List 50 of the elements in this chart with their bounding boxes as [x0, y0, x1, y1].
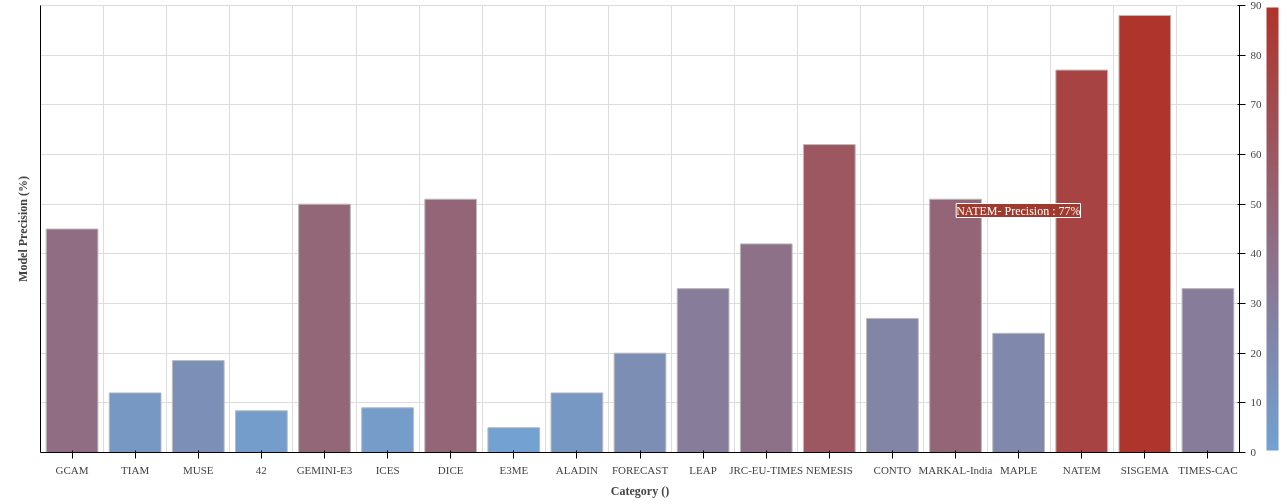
y-tick-label: 40 [1250, 247, 1262, 260]
bar [739, 243, 793, 453]
x-tick-label: MARKAL-India [918, 463, 993, 476]
x-tick-label: DICE [437, 463, 464, 476]
y-tick-label: 50 [1250, 197, 1262, 210]
y-tick-label: 10 [1250, 396, 1262, 409]
x-tick-label: TIAM [121, 463, 150, 476]
x-tick-label: MUSE [182, 463, 214, 476]
annotation: NATEM- Precision : 77% [956, 203, 1081, 218]
bar [613, 352, 667, 453]
x-tick-label: GCAM [55, 463, 89, 476]
y-tick-label: 80 [1250, 48, 1262, 61]
bar [108, 392, 162, 453]
bar [550, 392, 604, 453]
x-tick-label: ALADIN [555, 463, 599, 476]
x-axis-title: Category () [610, 483, 670, 498]
x-tick-label: CONTO [873, 463, 912, 476]
bar [992, 332, 1045, 453]
bar [676, 288, 730, 453]
x-tick-label: JRC-EU-TIMES [729, 463, 804, 476]
x-tick-label: GEMINI-E3 [296, 463, 353, 476]
x-tick-label: MAPLE [999, 463, 1038, 476]
x-tick-label: LEAP [689, 463, 717, 476]
bar [802, 144, 856, 453]
bar [171, 360, 225, 453]
x-tick-label: E3ME [499, 463, 529, 476]
bar [361, 407, 414, 453]
y-tick-label: 60 [1250, 148, 1262, 160]
bar [1181, 288, 1235, 453]
x-tick-label: FORECAST [611, 463, 669, 476]
x-tick-label: 42 [255, 463, 267, 476]
y-tick-label: 70 [1250, 98, 1262, 111]
bar [866, 317, 919, 453]
x-tick-label: ICES [375, 463, 400, 476]
y-tick-label: 20 [1250, 346, 1262, 359]
x-tick-label: SISGEMA [1120, 463, 1170, 476]
bar [487, 427, 541, 453]
y-axis-title: Model Precision (%) [15, 176, 30, 282]
bar [298, 203, 351, 453]
x-tick-label: TIMES-CAC [1178, 463, 1238, 476]
bar [424, 198, 478, 453]
y-tick-label: 90 [1250, 0, 1262, 11]
bar [235, 410, 288, 453]
x-tick-label: NEMESIS [805, 463, 853, 476]
y-tick-label: 30 [1250, 297, 1262, 309]
x-tick-label: NATEM [1062, 463, 1101, 476]
bar [45, 228, 99, 453]
bar [1055, 69, 1109, 453]
bar [1118, 14, 1172, 453]
y-tick-label: 0 [1250, 446, 1257, 458]
